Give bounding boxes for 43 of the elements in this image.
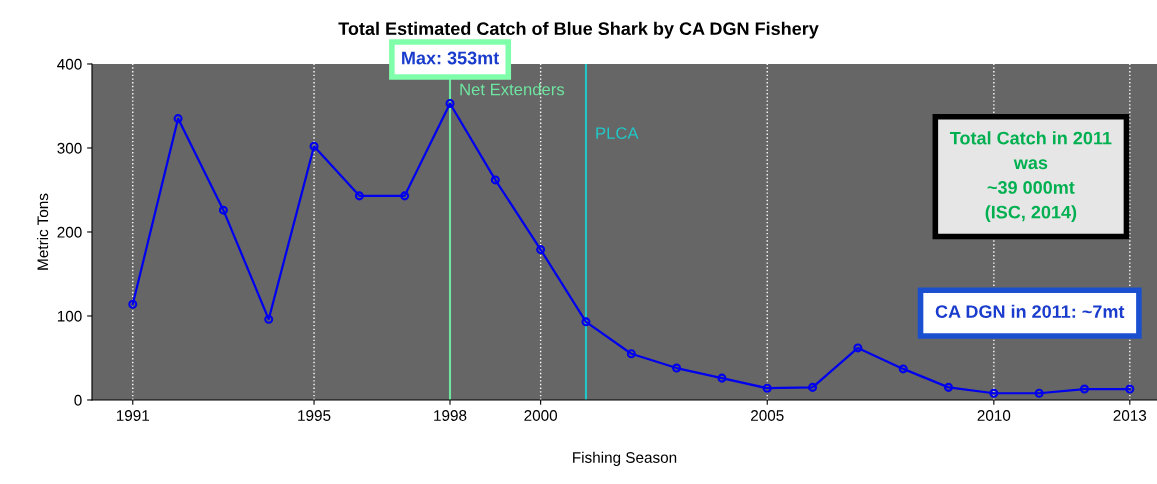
point [1034, 388, 1044, 398]
y-tick-label: 100 [57, 310, 82, 322]
point [672, 363, 682, 373]
x-tick-label: 2010 [977, 410, 1011, 421]
point [128, 299, 138, 309]
point [309, 141, 319, 151]
x-tick-label: 1991 [116, 410, 150, 421]
point [581, 317, 591, 327]
chart-title: Total Estimated Catch of Blue Shark by CA DGN Fishery [338, 21, 819, 39]
x-tick-label: 1998 [434, 410, 467, 421]
point [536, 245, 546, 255]
ref-line-label: Net Extenders [460, 83, 565, 96]
y-tick-label: 200 [57, 226, 82, 238]
y-axis-title: Metric Tons [36, 193, 49, 270]
point [989, 388, 999, 398]
annotation: Max: 353mt [402, 51, 500, 65]
point [400, 191, 410, 201]
point [1079, 384, 1089, 394]
y-tick-label: 300 [57, 142, 82, 154]
point [944, 382, 954, 392]
point [264, 314, 274, 324]
ref-line-label: PLCA [596, 127, 639, 140]
point [354, 191, 364, 201]
point [626, 349, 636, 359]
x-tick-label: 2000 [524, 410, 558, 421]
point [173, 114, 183, 124]
point [717, 373, 727, 383]
point [445, 98, 455, 108]
x-tick-label: 2005 [751, 410, 784, 421]
point [1125, 384, 1135, 394]
point [898, 364, 908, 374]
y-tick-label: 0 [74, 394, 82, 406]
point [762, 383, 772, 393]
x-tick-label: 1995 [298, 410, 331, 421]
point [490, 175, 500, 185]
y-tick-label: 400 [57, 58, 82, 70]
annotation: Total Catch in 2011 was ~39 000mt (ISC, 2014) [949, 131, 1112, 223]
point [218, 205, 228, 215]
x-tick-label: 2013 [1113, 410, 1147, 421]
annotation: CA DGN in 2011: ~7mt [935, 304, 1125, 318]
point [853, 343, 863, 353]
point [808, 382, 818, 392]
x-axis-title: Fishing Season [573, 451, 677, 466]
